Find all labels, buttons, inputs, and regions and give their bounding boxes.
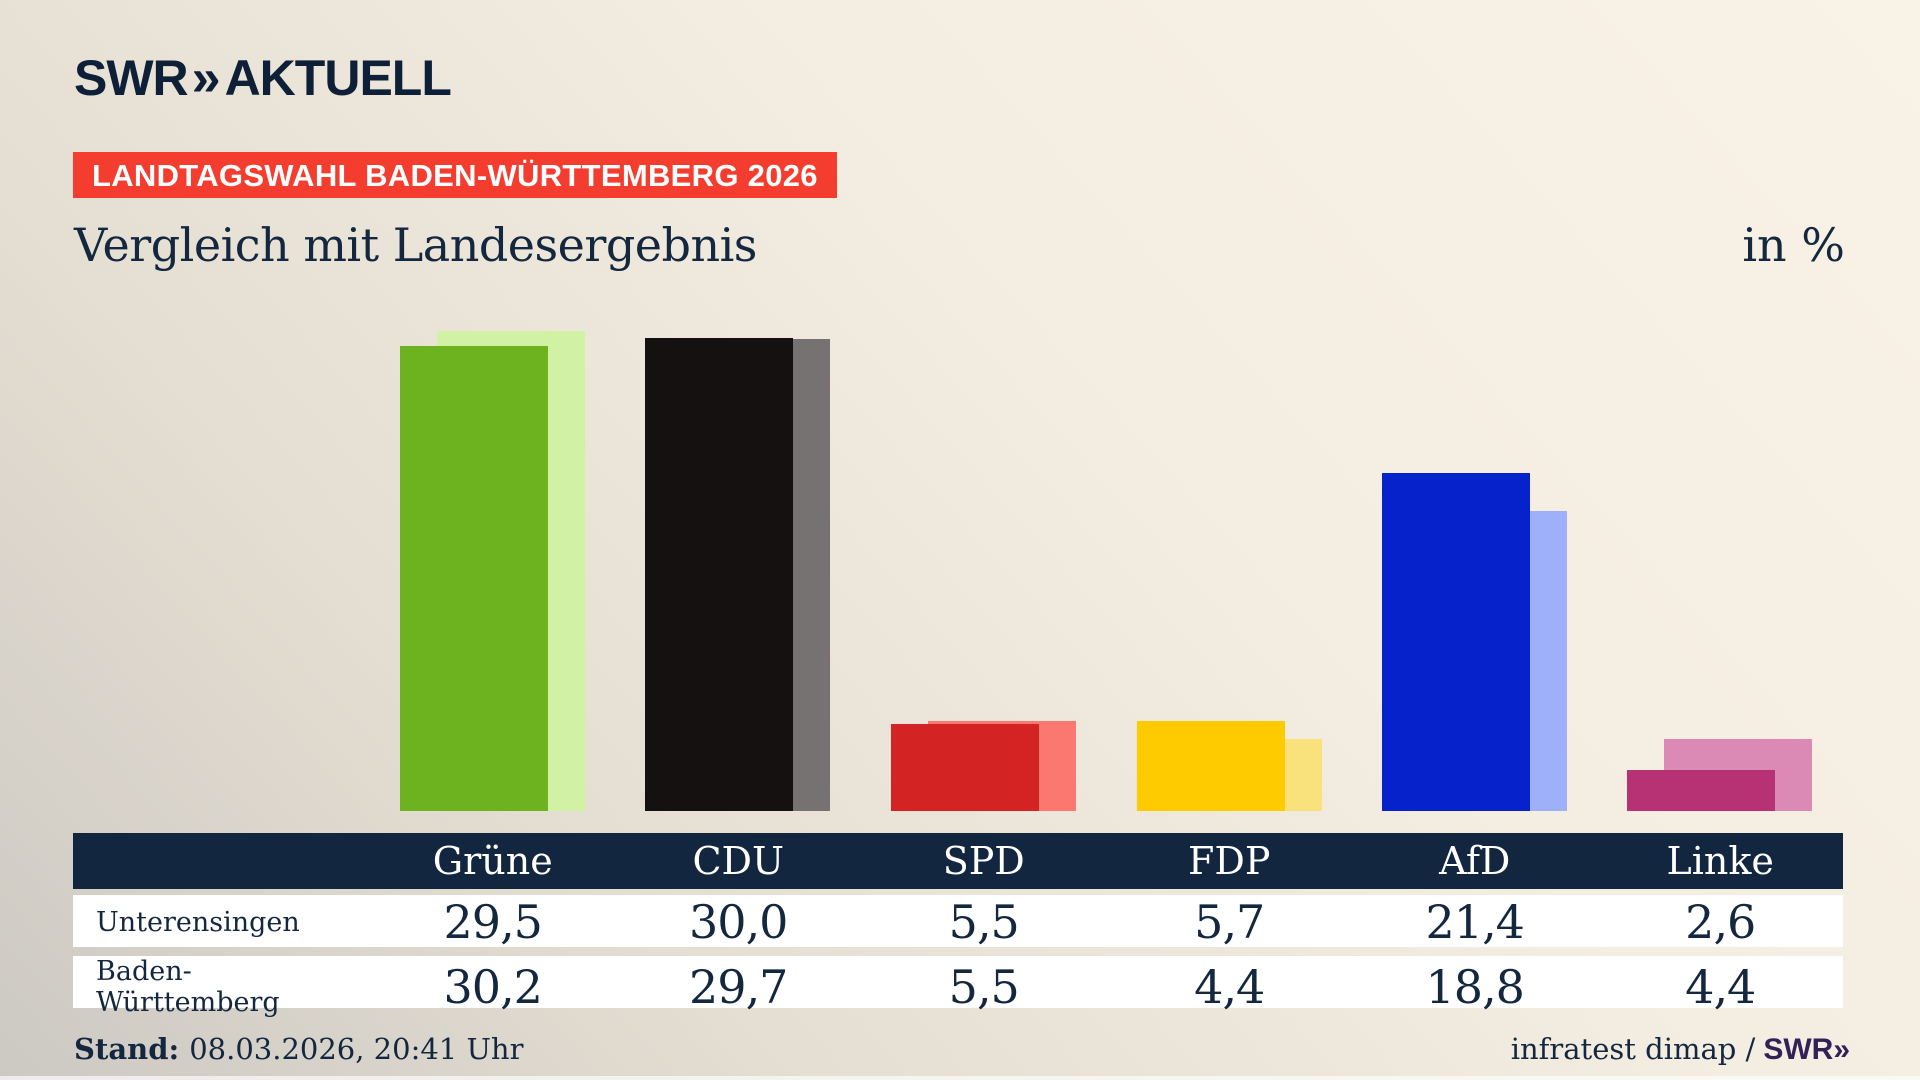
table-row-unterensingen: Unterensingen 29,5 30,0 5,5 5,7 21,4 2,6 (73, 895, 1843, 949)
column-header-fdp: FDP (1188, 839, 1271, 883)
stand-timestamp: Stand: 08.03.2026, 20:41 Uhr (74, 1032, 523, 1066)
bar-linke-municipality (1627, 769, 1775, 811)
source-text: infratest dimap / (1510, 1032, 1756, 1066)
value-cell-fdp-row0: 5,7 (1194, 895, 1265, 949)
bottom-edge-highlight (0, 1076, 1920, 1080)
row-label: Unterensingen (96, 906, 300, 938)
value-cell-gruene-row1: 30,2 (443, 960, 543, 1014)
value-cell-fdp-row1: 4,4 (1194, 960, 1265, 1014)
source-brand: SWR» (1763, 1033, 1850, 1066)
unit-label: in % (1742, 218, 1845, 272)
column-header-afd: AfD (1439, 839, 1511, 883)
stand-label: Stand: (74, 1032, 180, 1066)
value-cell-linke-row1: 4,4 (1685, 960, 1756, 1014)
aktuell-logo-text: AKTUELL (224, 50, 452, 106)
bar-spd-municipality (891, 724, 1039, 811)
bar-fdp-municipality (1137, 721, 1285, 811)
election-badge: LANDTAGSWAHL BADEN-WÜRTTEMBERG 2026 (73, 152, 837, 198)
column-header-gruene: Grüne (432, 839, 553, 883)
bars-chart (400, 331, 1812, 811)
swr-logo-text: SWR (74, 50, 189, 106)
table-header: Grüne CDU SPD FDP AfD Linke (73, 833, 1843, 889)
bar-cdu-municipality (645, 337, 793, 811)
bar-afd-municipality (1382, 473, 1530, 811)
value-cell-afd-row0: 21,4 (1425, 895, 1525, 949)
row-label: Baden-Württemberg (96, 956, 280, 1018)
column-header-cdu: CDU (692, 839, 785, 883)
value-cell-gruene-row0: 29,5 (443, 895, 543, 949)
source-brand-chevrons-icon: » (1833, 1033, 1850, 1066)
column-header-spd: SPD (942, 839, 1025, 883)
value-cell-linke-row0: 2,6 (1685, 895, 1756, 949)
value-cell-spd-row0: 5,5 (948, 895, 1020, 949)
source-brand-text: SWR (1763, 1033, 1834, 1066)
stand-value: 08.03.2026, 20:41 Uhr (189, 1032, 524, 1066)
value-cell-spd-row1: 5,5 (948, 960, 1020, 1014)
value-cell-afd-row1: 18,8 (1425, 960, 1525, 1014)
value-cell-cdu-row1: 29,7 (689, 960, 788, 1014)
column-header-linke: Linke (1666, 839, 1774, 883)
source-attribution: infratest dimap / SWR» (1510, 1032, 1850, 1067)
page-title: Vergleich mit Landesergebnis (74, 218, 757, 272)
swr-aktuell-logo: SWR» AKTUELL (74, 48, 452, 108)
table-row-baden-wuerttemberg: Baden-Württemberg 30,2 29,7 5,5 4,4 18,8 4,4 (73, 956, 1843, 1018)
value-cell-cdu-row0: 30,0 (689, 895, 788, 949)
bar-gruene-municipality (400, 345, 548, 811)
